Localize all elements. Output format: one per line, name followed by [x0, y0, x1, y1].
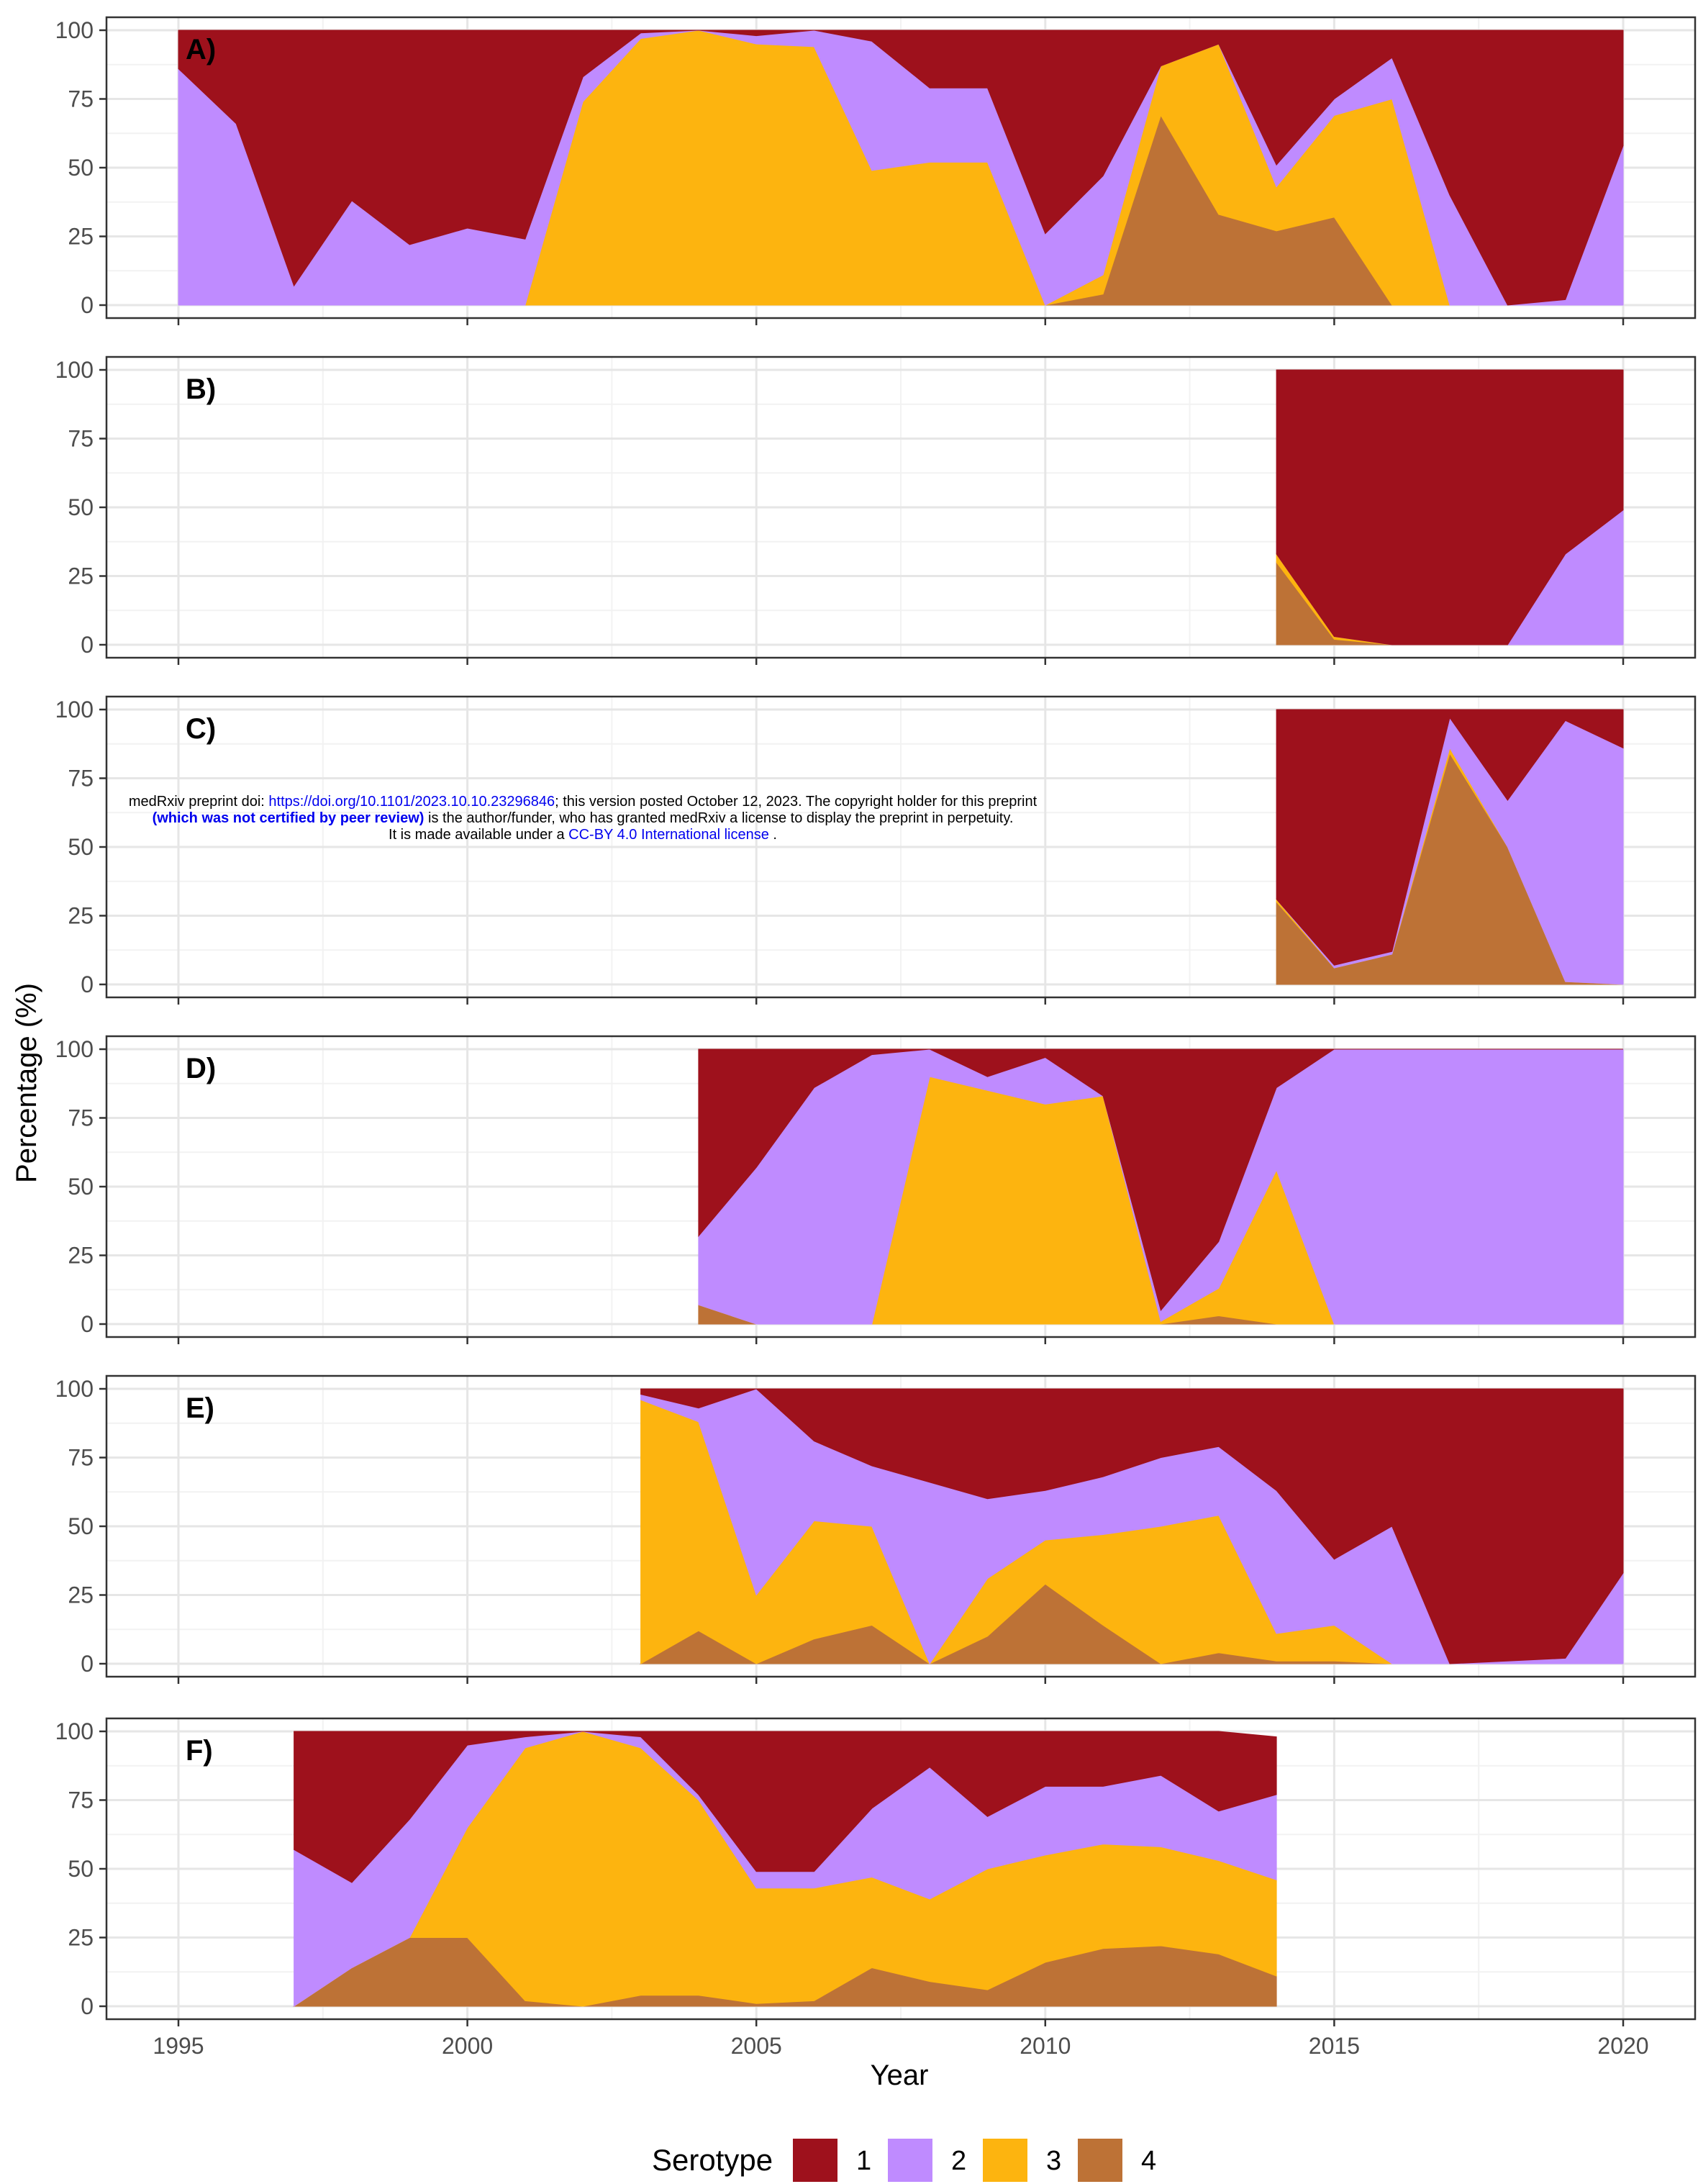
panel-f: 0 25 50 75 100 F): [55, 1717, 1697, 2026]
panel-label: C): [186, 713, 216, 745]
legend-label: 4: [1141, 2146, 1156, 2176]
x-tick-label: 2020: [1597, 2033, 1648, 2059]
y-tick-label: 75: [68, 1445, 94, 1471]
y-tick-label: 25: [68, 1243, 94, 1269]
x-axis: 1995 2000 2005 2010 2015 2020: [153, 2033, 1648, 2059]
panel-c: 0 25 50 75 100 C): [55, 695, 1697, 1005]
x-axis-title: Year: [871, 2060, 929, 2091]
panel-label: D): [186, 1053, 216, 1084]
area-serotype-1: [698, 1048, 1623, 1311]
x-tick-label: 1995: [153, 2033, 204, 2059]
x-tick-label: 2005: [731, 2033, 782, 2059]
x-tick-label: 2010: [1020, 2033, 1071, 2059]
panel-a: 0 25 50 75 100 A): [55, 16, 1697, 325]
legend-title: Serotype: [652, 2143, 773, 2177]
panel-d: 0 25 50 75 100 D): [55, 1035, 1697, 1344]
panel-label: B): [186, 373, 216, 405]
panel-label: E): [186, 1392, 214, 1424]
y-axis-title: Percentage (%): [11, 983, 42, 1183]
area-serotype-1: [294, 1731, 1277, 1883]
y-tick-label: 75: [68, 766, 94, 792]
legend-item-3: 3: [983, 2139, 1061, 2182]
area-serotype-1: [178, 30, 1624, 306]
watermark-doi-prefix: medRxiv preprint doi:: [128, 794, 269, 810]
y-tick-label: 0: [81, 971, 94, 997]
watermark-review-note: (which was not certified by peer review): [152, 810, 424, 826]
y-tick-label: 100: [55, 17, 94, 43]
y-tick-label: 0: [81, 1993, 94, 2019]
legend-item-1: 1: [793, 2139, 871, 2182]
area-serotype-1: [1276, 709, 1624, 966]
y-tick-label: 75: [68, 86, 94, 112]
y-tick-label: 0: [81, 1651, 94, 1677]
watermark-license-link[interactable]: CC-BY 4.0 International license: [568, 827, 769, 843]
watermark-license-prefix: It is made available under a: [389, 827, 569, 843]
y-tick-label: 50: [68, 1513, 94, 1539]
watermark-license-note: is the author/funder, who has granted me…: [424, 810, 1014, 826]
legend-item-2: 2: [888, 2139, 966, 2182]
watermark-license-suffix: .: [768, 827, 777, 843]
x-tick-label: 2000: [442, 2033, 493, 2059]
y-tick-label: 0: [81, 632, 94, 658]
legend-swatch: [888, 2139, 932, 2182]
y-tick-label: 25: [68, 224, 94, 250]
y-tick-label: 75: [68, 426, 94, 452]
panel-e: 0 25 50 75 100 E): [55, 1374, 1697, 1684]
watermark-line-1: medRxiv preprint doi: https://doi.org/10…: [72, 794, 1094, 810]
y-tick-label: 25: [68, 1925, 94, 1951]
y-tick-label: 25: [68, 1582, 94, 1608]
panel-b: 0 25 50 75 100 B): [55, 355, 1697, 665]
panel-label: A): [186, 34, 216, 65]
chart-panels: 0 25 50 75 100 A) 0 25 50 75 100 B) 0 25 50 75 100 C) 0 25 5…: [55, 16, 1697, 2026]
preprint-watermark: medRxiv preprint doi: https://doi.org/10…: [72, 794, 1094, 843]
watermark-line-3: It is made available under a CC-BY 4.0 I…: [72, 827, 1094, 843]
x-tick-label: 2015: [1309, 2033, 1360, 2059]
y-tick-label: 75: [68, 1787, 94, 1813]
watermark-line-2: (which was not certified by peer review)…: [72, 810, 1094, 827]
y-tick-label: 50: [68, 834, 94, 860]
legend-swatch: [1078, 2139, 1122, 2182]
watermark-doi-suffix: ; this version posted October 12, 2023. …: [555, 794, 1038, 810]
y-tick-label: 50: [68, 1174, 94, 1200]
y-tick-label: 50: [68, 494, 94, 520]
y-tick-label: 100: [55, 697, 94, 722]
y-tick-label: 50: [68, 155, 94, 181]
y-tick-label: 100: [55, 1718, 94, 1744]
legend-label: 2: [951, 2146, 966, 2176]
y-tick-label: 100: [55, 357, 94, 383]
panel-label: F): [186, 1735, 213, 1767]
y-tick-label: 0: [81, 292, 94, 318]
legend-item-4: 4: [1078, 2139, 1156, 2182]
y-tick-label: 0: [81, 1311, 94, 1337]
legend-swatch: [793, 2139, 837, 2182]
watermark-doi-link[interactable]: https://doi.org/10.1101/2023.10.10.23296…: [268, 794, 555, 810]
legend-label: 1: [856, 2146, 871, 2176]
legend-swatch: [983, 2139, 1027, 2182]
area-serotype-1: [1276, 369, 1624, 645]
y-tick-label: 100: [55, 1376, 94, 1402]
y-tick-label: 50: [68, 1856, 94, 1882]
area-serotype-1: [640, 1388, 1624, 1664]
legend-label: 3: [1046, 2146, 1061, 2176]
y-tick-label: 75: [68, 1105, 94, 1131]
legend: Serotype 1 2 3 4: [652, 2139, 1156, 2182]
y-tick-label: 25: [68, 563, 94, 589]
y-tick-label: 25: [68, 903, 94, 929]
y-tick-label: 100: [55, 1036, 94, 1062]
